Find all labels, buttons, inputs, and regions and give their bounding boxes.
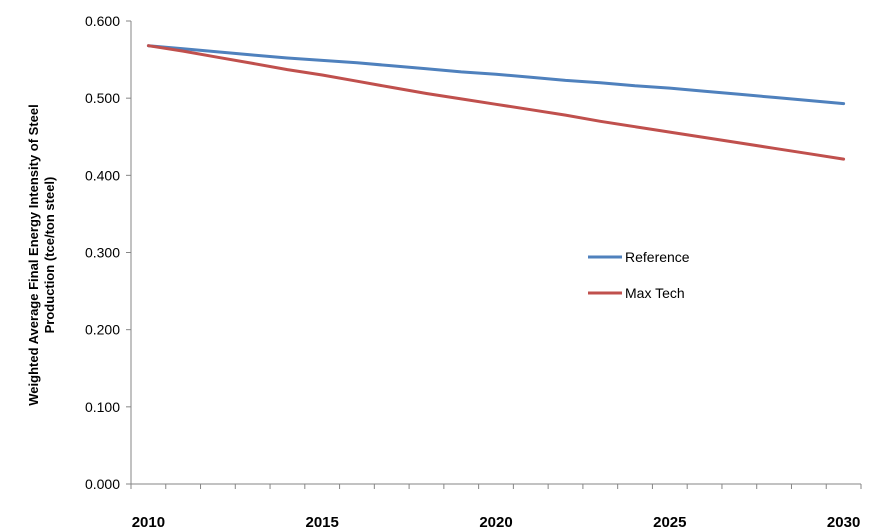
- y-tick-label: 0.100: [85, 399, 120, 415]
- y-axis-title-line-2: Production (tce/ton steel): [42, 177, 57, 334]
- x-tick-label: 2010: [132, 514, 165, 531]
- series-line-max-tech: [146, 44, 846, 161]
- y-tick-label: 0.400: [85, 167, 120, 183]
- x-tick-label: 2025: [653, 514, 686, 531]
- y-tick-label: 0.500: [85, 90, 120, 106]
- y-axis-title-line-1: Weighted Average Final Energy Intensity …: [26, 104, 41, 405]
- x-tick-label: 2015: [306, 514, 339, 531]
- y-tick-label: 0.200: [85, 322, 120, 338]
- legend-label-reference: Reference: [625, 249, 690, 265]
- x-tick-label: 2030: [827, 514, 860, 531]
- y-tick-label: 0.300: [85, 245, 120, 261]
- x-tick-label: 2020: [479, 514, 512, 531]
- legend-label-max-tech: Max Tech: [625, 285, 685, 301]
- y-tick-label: 0.000: [85, 476, 120, 492]
- series-line-reference: [146, 44, 846, 106]
- y-tick-label: 0.600: [85, 13, 120, 29]
